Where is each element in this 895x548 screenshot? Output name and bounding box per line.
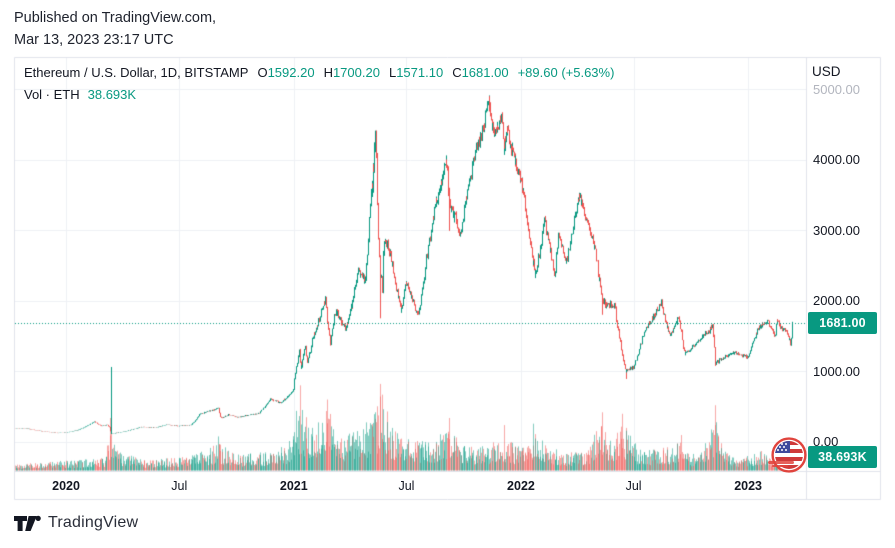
- volume-value: 38.693K: [87, 87, 137, 102]
- volume-legend: Vol · ETH 38.693K: [24, 87, 136, 102]
- ohlc-high: H1700.20: [323, 65, 380, 80]
- published-timestamp: Mar 13, 2023 23:17 UTC: [14, 32, 174, 48]
- change-value: +89.60 (+5.63%): [517, 65, 615, 80]
- published-on-text: Published on TradingView.com,: [14, 10, 217, 26]
- price-axis[interactable]: 5000.00 4000.00 3000.00 2000.00 1000.00 0.00: [806, 57, 881, 471]
- volume-label: Vol · ETH: [24, 87, 80, 102]
- tradingview-brand-text: TradingView: [48, 514, 139, 531]
- watermark-smudge: [768, 461, 794, 464]
- price-axis-currency-label: USD: [812, 64, 841, 79]
- x-axis-tick: 2023: [734, 479, 763, 493]
- chart-legend: Ethereum / U.S. Dollar, 1D, BITSTAMP O15…: [24, 65, 614, 80]
- x-axis-tick: Jul: [625, 479, 642, 493]
- x-axis-tick: Jul: [171, 479, 188, 493]
- published-header: Published on TradingView.com, Mar 13, 20…: [14, 7, 216, 51]
- y-axis-tick: 1000.00: [813, 363, 860, 379]
- x-axis-tick: Jul: [398, 479, 415, 493]
- last-price-badge: 1681.00: [808, 312, 877, 334]
- y-axis-tick: 4000.00: [813, 152, 860, 168]
- symbol-title: Ethereum / U.S. Dollar, 1D, BITSTAMP: [24, 65, 249, 80]
- x-axis-tick: 2022: [507, 479, 535, 493]
- ohlc-low: L1571.10: [388, 65, 444, 80]
- y-axis-tick: 2000.00: [813, 293, 860, 309]
- y-axis-tick: 0.00: [813, 434, 839, 450]
- tradingview-logo-link[interactable]: TradingView: [14, 514, 138, 532]
- ohlc-close: C1681.00: [452, 65, 509, 80]
- tradingview-logo-icon: [14, 515, 41, 531]
- x-axis-tick: 2020: [52, 479, 80, 493]
- watermark-smudge: [772, 465, 788, 467]
- x-axis-tick: 2021: [279, 479, 308, 493]
- y-axis-tick: 3000.00: [813, 222, 860, 238]
- us-flag-icon: [771, 437, 807, 473]
- y-axis-tick: 5000.00: [813, 81, 860, 97]
- ohlc-open: O1592.20: [257, 65, 315, 80]
- time-axis[interactable]: 2020 Jul 2021 Jul 2022 Jul 2023: [14, 471, 881, 500]
- volume-badge: 38.693K: [808, 446, 877, 468]
